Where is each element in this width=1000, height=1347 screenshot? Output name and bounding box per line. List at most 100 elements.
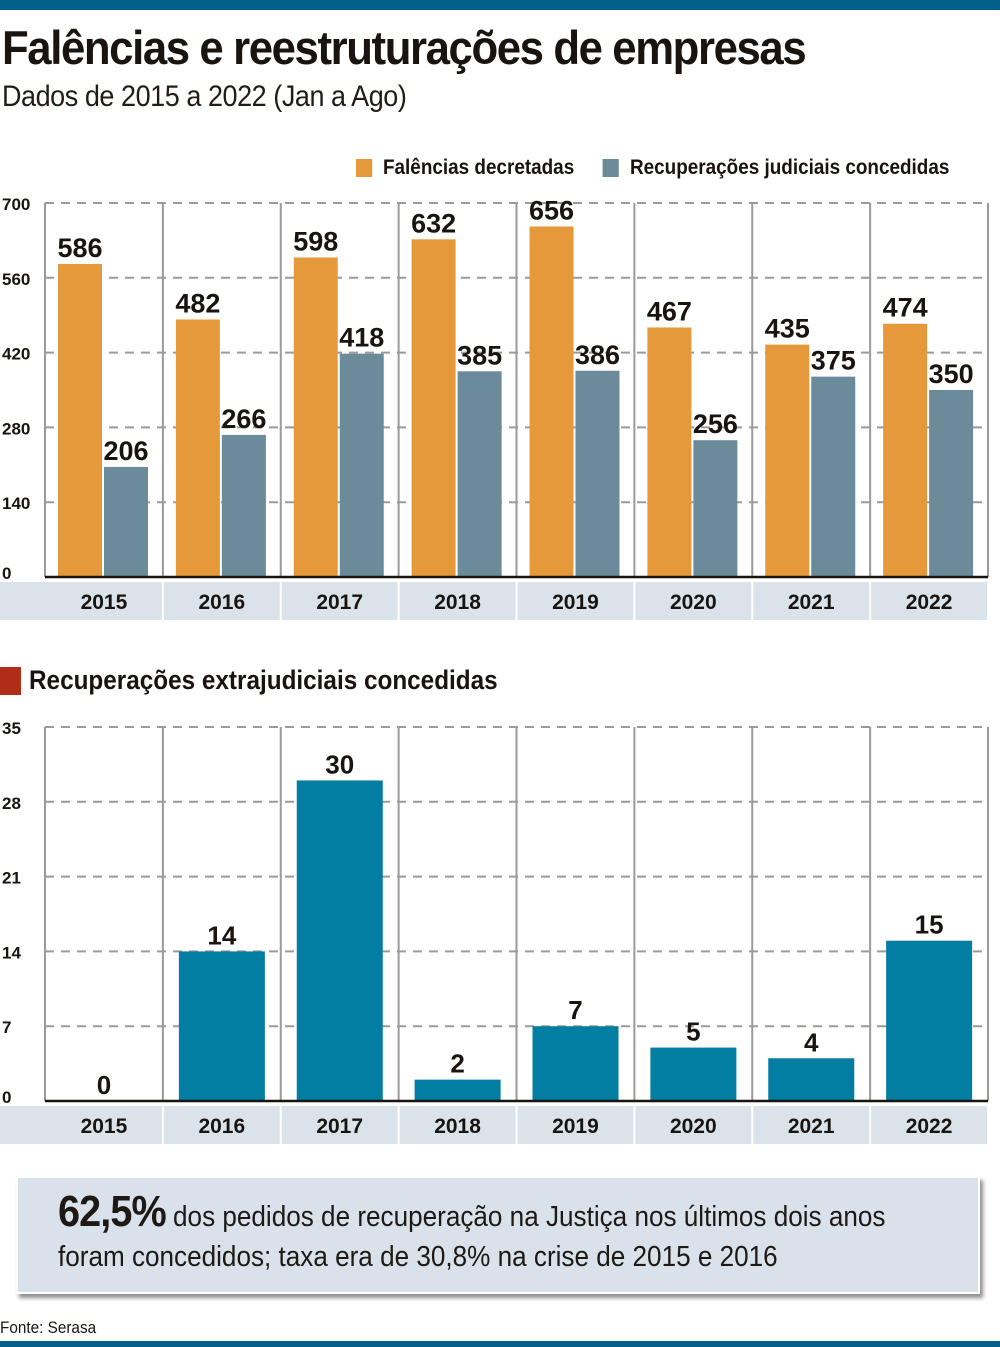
bar-2018-s1: [457, 371, 502, 577]
y-tick-label: 21: [2, 869, 21, 888]
y-tick-label: 700: [2, 195, 30, 214]
data-label: 482: [175, 288, 220, 318]
x-tick-label: 2022: [906, 1115, 953, 1138]
data-label: 375: [811, 346, 856, 376]
bar-2021-s1: [811, 376, 856, 577]
source-note: Fonte: Serasa: [0, 1318, 97, 1337]
data-label: 632: [411, 208, 456, 238]
x-tick-label: 2022: [906, 591, 953, 614]
x-label-band: [753, 582, 870, 620]
y-tick-label: 28: [2, 794, 21, 813]
bar-2020-s1: [693, 440, 738, 577]
x-label-band: [871, 582, 987, 620]
page-subtitle: Dados de 2015 a 2022 (Jan a Ago): [2, 80, 407, 113]
data-label: 467: [647, 296, 692, 326]
x-tick-label: 2017: [316, 1115, 363, 1138]
legend-swatch-recuperacoes: [603, 159, 620, 177]
data-label: 0: [97, 1070, 111, 1100]
bar-2020-s0: [650, 1047, 737, 1101]
data-label: 350: [929, 359, 974, 389]
x-label-band: [281, 1106, 398, 1144]
data-label: 386: [575, 340, 620, 370]
x-tick-label: 2020: [670, 1115, 717, 1138]
x-label-band: [517, 582, 634, 620]
bar-2022-s1: [929, 390, 974, 577]
data-label: 2: [450, 1049, 464, 1079]
callout-text: 62,5% dos pedidos de recuperação na Just…: [58, 1190, 958, 1277]
data-label: 15: [915, 910, 944, 940]
bar-2019-s0: [529, 226, 574, 577]
legend-label: Falências decretadas: [383, 156, 575, 179]
x-label-band: [753, 1106, 870, 1144]
top-accent-bar: [0, 0, 1000, 10]
bar-2022-s0: [883, 323, 928, 577]
x-tick-label: 2016: [198, 1115, 245, 1138]
x-label-band: [163, 582, 280, 620]
data-label: 256: [693, 409, 738, 439]
y-tick-label: 280: [2, 419, 30, 438]
bar-2021-s0: [765, 344, 810, 577]
chart-legend: Falências decretadas Recuperações judici…: [356, 156, 978, 180]
callout-body: dos pedidos de recuperação na Justiça no…: [58, 1201, 886, 1273]
bar-2019-s1: [575, 370, 620, 577]
data-label: 206: [103, 436, 148, 466]
page-title: Falências e reestruturações de empresas: [2, 21, 807, 74]
data-label: 30: [325, 749, 354, 779]
x-tick-label: 2017: [316, 591, 363, 614]
y-tick-label: 420: [2, 345, 30, 364]
y-tick-label: 14: [2, 943, 21, 962]
x-tick-label: 2019: [552, 1115, 599, 1138]
data-label: 4: [804, 1027, 819, 1057]
x-tick-label: 2020: [670, 591, 717, 614]
bar-2016-s0: [178, 951, 265, 1101]
bar-2017-s0: [296, 780, 383, 1101]
bar-2016-s1: [221, 434, 266, 577]
x-label-band: [281, 582, 398, 620]
x-tick-label: 2018: [434, 591, 481, 614]
y-tick-label: 0: [2, 1088, 11, 1107]
data-label: 418: [339, 323, 384, 353]
data-label: 7: [568, 995, 582, 1025]
bar-2016-s0: [175, 319, 220, 577]
section-marker: [0, 666, 21, 695]
x-label-band: [0, 582, 162, 620]
x-label-band: [635, 582, 752, 620]
x-tick-label: 2015: [81, 591, 128, 614]
bar-2019-s0: [532, 1026, 619, 1101]
x-label-band: [163, 1106, 280, 1144]
data-label: 586: [57, 233, 102, 263]
y-tick-label: 560: [2, 270, 30, 289]
callout-box: 62,5% dos pedidos de recuperação na Just…: [16, 1176, 980, 1294]
y-tick-label: 35: [2, 719, 21, 738]
bar-2021-s0: [768, 1058, 855, 1101]
y-tick-label: 7: [2, 1018, 11, 1037]
x-tick-label: 2021: [788, 591, 835, 614]
bar-2020-s0: [647, 327, 692, 577]
data-label: 435: [765, 314, 810, 344]
bottom-accent-bar: [0, 1341, 1000, 1347]
bar-2015-s0: [58, 263, 102, 577]
data-label: 266: [221, 404, 266, 434]
legend-swatch-falencias: [356, 159, 373, 177]
data-label: 656: [529, 196, 574, 226]
x-tick-label: 2015: [81, 1115, 128, 1138]
legend-label: Recuperações judiciais concedidas: [630, 156, 950, 179]
x-label-band: [635, 1106, 752, 1144]
section-title-extrajudiciais: Recuperações extrajudiciais concedidas: [0, 665, 550, 696]
chart-falencias-recuperacoes: 0 140 280 420 560 700 2015 2016 2017 2018 2019 2020…: [0, 195, 989, 620]
callout-highlight: 62,5%: [58, 1187, 167, 1236]
data-label: 474: [883, 293, 928, 323]
bar-2022-s0: [886, 940, 973, 1101]
x-label-band: [399, 1106, 516, 1144]
bar-2017-s1: [339, 353, 384, 577]
y-tick-label: 0: [2, 564, 11, 583]
y-tick-label: 140: [2, 494, 30, 513]
x-tick-label: 2018: [434, 1115, 481, 1138]
data-label: 385: [457, 340, 502, 370]
bar-2017-s0: [293, 257, 338, 577]
legend-item-falencias: Falências decretadas: [356, 156, 574, 180]
legend-item-recuperacoes-judiciais: Recuperações judiciais concedidas: [603, 156, 949, 180]
x-tick-label: 2021: [788, 1115, 835, 1138]
data-label: 598: [293, 226, 338, 256]
